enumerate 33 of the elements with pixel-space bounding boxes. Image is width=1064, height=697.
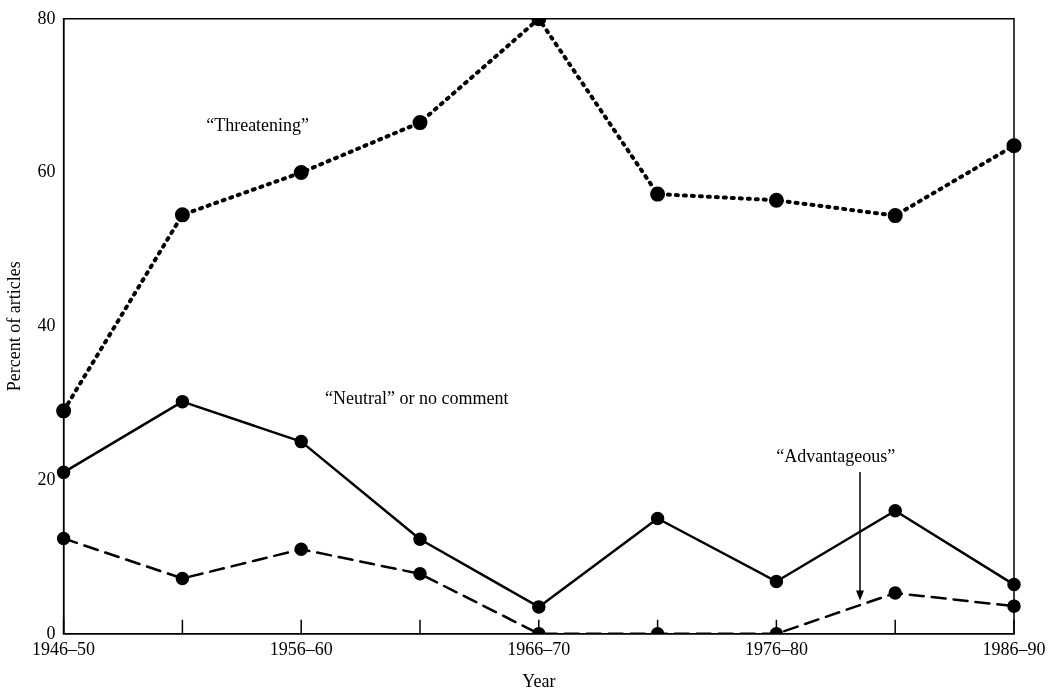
point	[293, 165, 309, 181]
point	[888, 504, 902, 518]
point	[887, 208, 903, 224]
point	[650, 511, 665, 526]
point	[175, 394, 190, 409]
point	[650, 186, 666, 202]
point	[532, 600, 546, 614]
point	[56, 465, 71, 480]
y-tick-label: 20	[37, 468, 56, 489]
x-axis-title: Year	[522, 670, 556, 691]
point	[294, 434, 308, 449]
point	[769, 574, 784, 589]
point	[56, 531, 71, 546]
x-tick-label: 1986–90	[982, 639, 1046, 660]
point	[412, 115, 428, 131]
point	[768, 192, 784, 208]
y-tick-label: 40	[37, 315, 56, 336]
point	[888, 586, 902, 600]
y-axis-title: Percent of articles	[3, 261, 24, 392]
series-label: “Threatening”	[206, 115, 310, 136]
x-tick-label: 1976–80	[744, 639, 808, 660]
point	[175, 571, 190, 586]
point	[294, 542, 308, 556]
x-tick-label: 1966–70	[507, 639, 571, 660]
y-tick-label: 60	[37, 161, 56, 182]
point	[56, 403, 72, 419]
x-tick-label: 1956–60	[269, 639, 333, 660]
point	[413, 532, 427, 546]
point	[174, 207, 190, 223]
series-label: “Neutral” or no comment	[324, 388, 509, 409]
text: “Advantageous”	[776, 445, 896, 466]
point	[413, 567, 427, 581]
y-tick-label: 80	[37, 7, 56, 28]
